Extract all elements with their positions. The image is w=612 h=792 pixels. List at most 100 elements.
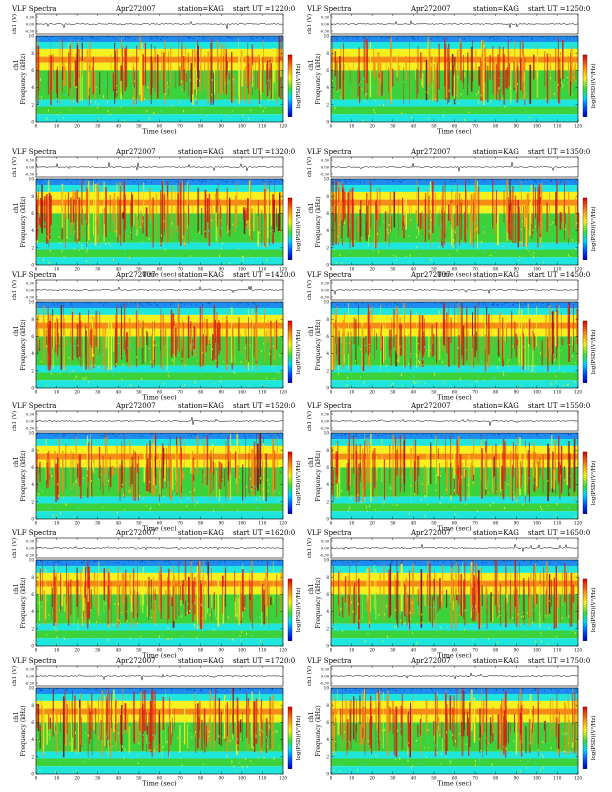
spectrogram-stripe xyxy=(546,53,549,104)
xtick-label: 0 xyxy=(35,390,38,395)
spectrogram-stripe xyxy=(164,464,166,482)
spectrogram-stripe xyxy=(395,437,397,498)
spectrogram-ytick-label: 10 xyxy=(29,177,35,182)
xtick-label: 120 xyxy=(279,776,287,781)
waveform-ytick-label: 0.00 xyxy=(321,420,330,424)
waveform-ytick-label: -0.30 xyxy=(320,554,330,558)
spectrogram-stripe xyxy=(166,333,169,371)
waveform-ytick-label: -0.30 xyxy=(25,173,35,177)
spectrogram-speck xyxy=(59,560,61,562)
spectrogram-stripe xyxy=(497,714,500,749)
spectrogram-speck xyxy=(210,609,212,611)
spectrogram-speck xyxy=(388,245,390,247)
xtick-label: 10 xyxy=(349,124,355,129)
spectrogram-speck xyxy=(96,621,97,623)
spectrogram-speck xyxy=(177,737,179,739)
spectrogram-speck xyxy=(530,254,532,256)
spectrogram-speck xyxy=(414,38,416,40)
spectrogram-stripe xyxy=(424,340,426,348)
spectrogram-speck xyxy=(72,562,74,564)
spectrogram-speck xyxy=(350,625,352,627)
spectrogram-speck xyxy=(278,499,280,501)
spectrogram-stripe xyxy=(340,708,341,735)
spectrogram-speck xyxy=(437,500,439,502)
colorbar-label: log(PSD)(V²/Hz) xyxy=(590,587,597,632)
spectrogram-speck xyxy=(523,615,524,618)
spectrogram-speck xyxy=(480,94,482,97)
spectrogram-speck xyxy=(110,245,111,247)
spectrogram-stripe xyxy=(516,68,519,103)
spectrogram-band xyxy=(331,199,578,206)
spectrogram-speck xyxy=(248,117,249,120)
spectrogram-ytick-label: 4 xyxy=(326,482,329,487)
spectrogram-speck xyxy=(134,80,135,82)
spectrogram-speck xyxy=(170,690,172,692)
xtick-label: 110 xyxy=(553,267,561,272)
spectrogram-stripe xyxy=(561,212,562,223)
spectrogram-stripe xyxy=(449,62,450,99)
spectrogram-band xyxy=(36,623,283,631)
spectrogram-speck xyxy=(204,230,206,233)
spectrogram-speck xyxy=(393,254,395,256)
xtick-label: 10 xyxy=(349,267,355,272)
spectrogram-speck xyxy=(163,220,165,223)
spectrogram-speck xyxy=(218,497,220,499)
spectrogram-speck xyxy=(268,433,270,435)
spectrogram-speck xyxy=(498,479,500,482)
spectrogram-stripe xyxy=(402,197,404,230)
spectrogram-speck xyxy=(422,302,424,303)
spectrogram-speck xyxy=(338,304,340,306)
spectrogram-speck xyxy=(443,110,445,114)
spectrogram-stripe xyxy=(63,338,65,369)
spectrogram-stripe xyxy=(388,329,391,357)
spectrogram-speck xyxy=(521,180,523,181)
xtick-label: 10 xyxy=(54,390,60,395)
spectrogram-speck xyxy=(497,366,498,369)
spectrogram-stripe xyxy=(58,321,60,344)
spectrogram-speck xyxy=(502,433,503,434)
spectrogram-stripe xyxy=(541,340,544,366)
spectrogram-stripe xyxy=(54,576,56,622)
xaxis-label: Time (sec) xyxy=(142,780,177,788)
spectrogram-speck xyxy=(95,86,97,88)
spectrogram-speck xyxy=(402,249,403,251)
xtick-label: 50 xyxy=(431,390,437,395)
spectrogram-stripe xyxy=(264,189,266,248)
spectrogram-speck xyxy=(388,224,390,226)
spectrogram-speck xyxy=(104,303,106,305)
spectrogram-speck xyxy=(58,494,59,497)
spectrogram-stripe xyxy=(517,69,519,86)
spectrogram-band xyxy=(36,322,283,329)
spectrogram-stripe xyxy=(349,451,351,486)
spectrogram-speck xyxy=(66,504,67,506)
spectrogram-speck xyxy=(258,499,260,501)
spectrogram-speck xyxy=(362,37,364,39)
spectrogram-speck xyxy=(193,350,195,352)
spectrogram-stripe xyxy=(522,203,524,248)
spectrogram-stripe xyxy=(526,468,528,485)
spectrogram-stripe xyxy=(515,444,517,493)
spectrogram-stripe xyxy=(533,442,535,479)
spectrogram-stripe xyxy=(80,692,82,745)
spectrogram-channel-label: ch1 xyxy=(13,711,20,722)
spectrogram-speck xyxy=(394,618,396,620)
spectrogram-speck xyxy=(541,560,543,562)
spectrogram-speck xyxy=(523,180,524,181)
spectrogram-speck xyxy=(255,303,256,305)
spectrogram-speck xyxy=(146,690,148,692)
spectrogram-stripe xyxy=(154,46,156,92)
spectrogram-speck xyxy=(161,95,163,98)
spectrogram-stripe xyxy=(78,323,80,362)
spectrogram-speck xyxy=(361,237,363,239)
spectrogram-stripe xyxy=(506,465,508,477)
spectrogram-speck xyxy=(537,561,539,563)
spectrogram-speck xyxy=(476,228,477,231)
xtick-label: 30 xyxy=(390,124,396,129)
spectrogram-speck xyxy=(343,226,344,227)
spectrogram-stripe xyxy=(67,192,69,220)
spectrogram-stripe xyxy=(219,323,221,351)
xtick-label: 70 xyxy=(177,124,183,129)
spectrogram-speck xyxy=(392,504,394,506)
spectrogram-speck xyxy=(563,562,565,564)
